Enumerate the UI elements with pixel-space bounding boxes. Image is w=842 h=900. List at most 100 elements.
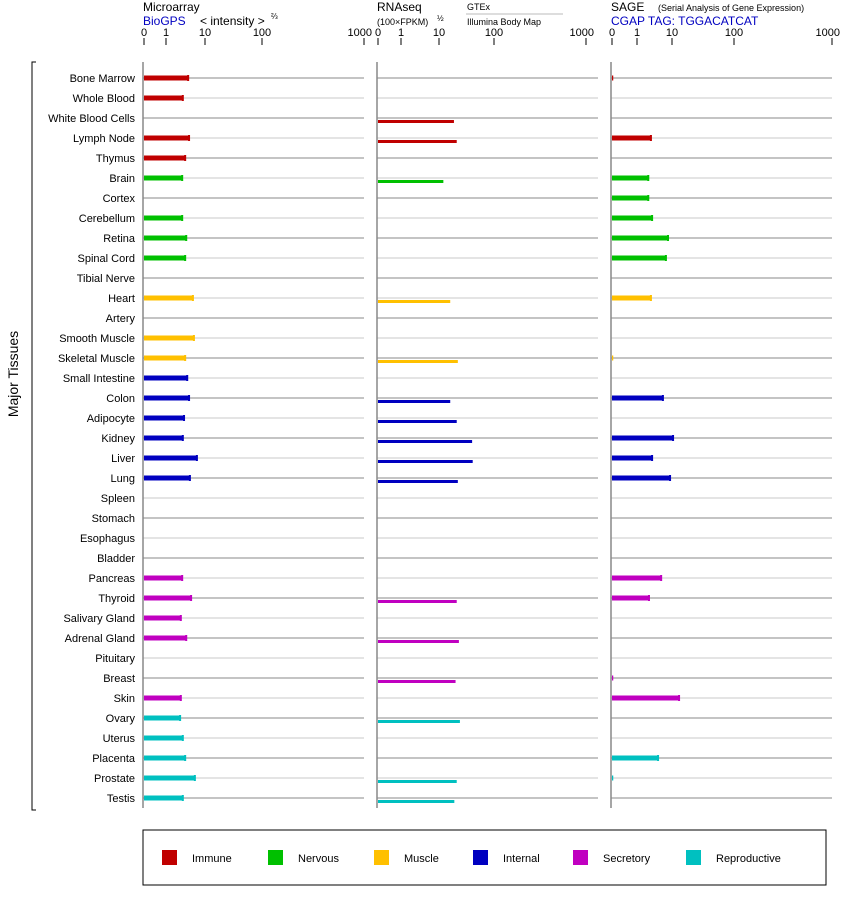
sage-bar [612,75,614,81]
microarray-title: Microarray [143,0,200,14]
tick-label: 1000 [348,27,372,39]
rnaseq-bar [378,420,457,423]
bar-cap [186,375,189,381]
rnaseq-bar [378,300,451,303]
microarray-bar [144,595,192,601]
legend-label: Internal [503,853,540,865]
rnaseq-bar [378,180,444,183]
tissue-label: Lung [111,473,135,485]
rnaseq-bar [378,640,459,643]
sage-bar [612,595,649,601]
bar-cap [179,695,182,701]
gtex-link[interactable]: GTEx [467,2,491,12]
bar-cap [660,575,663,581]
bar-cap [193,775,196,781]
sage-bar [612,195,649,201]
microarray-bar [144,715,181,721]
tick-label: 100 [485,27,503,39]
tissue-label: Bladder [97,553,135,565]
tissue-label: Spleen [101,493,135,505]
microarray-bar [144,375,188,381]
microarray-bar [144,795,183,801]
rnaseq-bar [378,480,458,483]
microarray-bar [144,235,187,241]
tick-label: 100 [253,27,271,39]
legend-label: Muscle [404,853,439,865]
biogps-link[interactable]: BioGPS [143,14,186,28]
microarray-bar [144,255,186,261]
panel-axes: 0 1 10 100 1000 0 1 10 100 1000 0 1 10 100 1000 [141,27,840,808]
microarray-bar [144,95,183,101]
tick-label: 0 [375,27,381,39]
sage-bar [612,395,663,401]
tissue-label: Cerebellum [79,213,135,225]
bar-cap [649,135,652,141]
bar-cap [188,395,191,401]
bar-cap [187,75,190,81]
bar-cap [649,295,652,301]
tick-label: 100 [725,27,743,39]
tick-label: 0 [609,27,615,39]
bar-cap [657,755,660,761]
microarray-unit: < intensity > [200,14,265,28]
bar-cap [185,635,188,641]
tissue-label: Thymus [96,153,136,165]
bar-cap [191,295,194,301]
sage-bar [612,755,659,761]
tick-label: 1000 [816,27,840,39]
legend-label: Nervous [298,853,339,865]
bar-cap [184,155,187,161]
sage-bar [612,675,614,681]
bar-cap [678,695,681,701]
bar-cap [647,195,650,201]
cgap-tag-link[interactable]: CGAP TAG: TGGACATCAT [611,14,759,28]
tick-label: 10 [199,27,211,39]
rnaseq-bar [378,600,457,603]
panel-headers: Microarray BioGPS < intensity > ⅔ RNAseq… [143,0,804,28]
microarray-bar [144,695,181,701]
bar-cap [181,95,184,101]
rnaseq-bar [378,680,456,683]
bar-cap [667,235,670,241]
microarray-bar [144,455,197,461]
legend-swatch [473,850,488,865]
tissue-label: Kidney [101,433,135,445]
illumina-link[interactable]: Illumina Body Map [467,17,541,27]
bar-cap [651,215,654,221]
tissue-label: Placenta [92,753,136,765]
bar-cap [188,475,191,481]
sage-bar [612,775,614,781]
bar-cap [179,615,182,621]
rnaseq-unit-exponent: ½ [437,14,444,23]
microarray-bar [144,395,190,401]
bar-cap [179,715,182,721]
rnaseq-bar [378,360,458,363]
bar-cap [664,255,667,261]
tissue-label: Liver [111,453,135,465]
tissue-label: Lymph Node [73,133,135,145]
rnaseq-bar [378,800,455,803]
microarray-bar [144,415,185,421]
sage-bar [612,135,651,141]
legend-label: Immune [192,853,232,865]
tissue-label: Artery [106,313,136,325]
bar-cap [184,755,187,761]
tissue-label: Brain [109,173,135,185]
tissue-label: Salivary Gland [63,613,135,625]
microarray-bar [144,575,183,581]
tick-label: 10 [433,27,445,39]
microarray-unit-exponent: ⅔ [271,12,278,21]
tissue-label: Breast [103,673,135,685]
tissue-label: Spinal Cord [78,253,135,265]
tissue-label: Thyroid [98,593,135,605]
legend-swatch [374,850,389,865]
bar-cap [181,175,184,181]
bar-cap [181,735,184,741]
bar-cap [185,235,188,241]
tissue-label: Smooth Muscle [59,333,135,345]
microarray-bar [144,635,187,641]
bar-cap [195,455,198,461]
tissue-label: Esophagus [80,533,136,545]
bar-cap [192,335,195,341]
